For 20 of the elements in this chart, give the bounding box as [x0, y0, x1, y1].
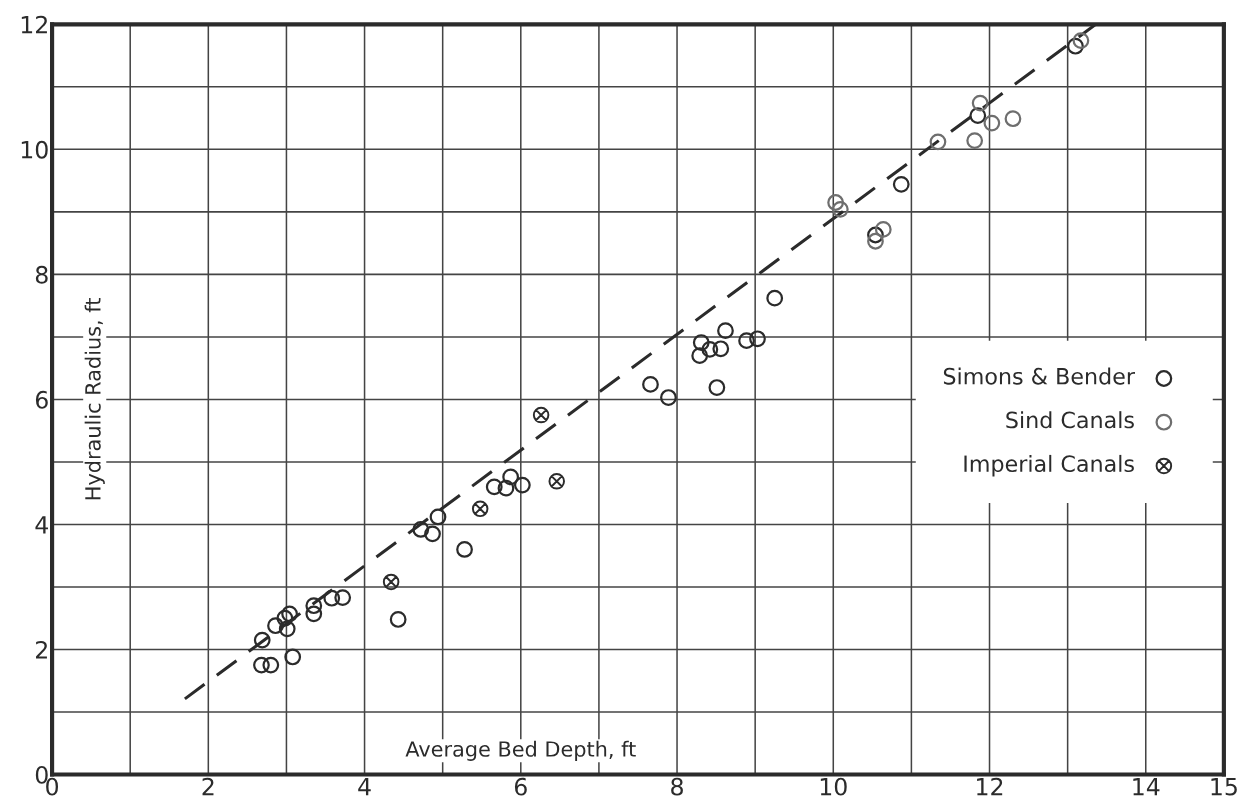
x-tick-label: 10 [820, 777, 847, 796]
y-tick-label: 10 [21, 140, 48, 159]
x-tick-label: 2 [202, 777, 214, 796]
x-tick-label: 12 [977, 777, 1003, 796]
legend-label: Sind Canals [1006, 411, 1134, 429]
x-tick-label: 4 [358, 778, 371, 796]
x-axis-title: Average Bed Depth, ft [405, 740, 636, 761]
x-tick-label: 8 [671, 777, 683, 796]
y-tick-label: 0 [35, 765, 48, 784]
x-tick-label: 6 [514, 777, 527, 796]
legend-label: Simons & Bender [943, 367, 1135, 385]
y-tick-label: 2 [36, 640, 47, 659]
y-tick-label: 6 [35, 390, 48, 409]
y-axis-title: Hydraulic Radius, ft [84, 298, 105, 500]
y-tick-label: 4 [35, 516, 48, 534]
x-tick-label: 15 [1211, 778, 1237, 796]
y-tick-label: 8 [35, 265, 48, 284]
x-tick-label: 14 [1133, 778, 1160, 796]
y-tick-label: 12 [21, 15, 47, 34]
legend-label: Imperial Canals [964, 454, 1134, 477]
